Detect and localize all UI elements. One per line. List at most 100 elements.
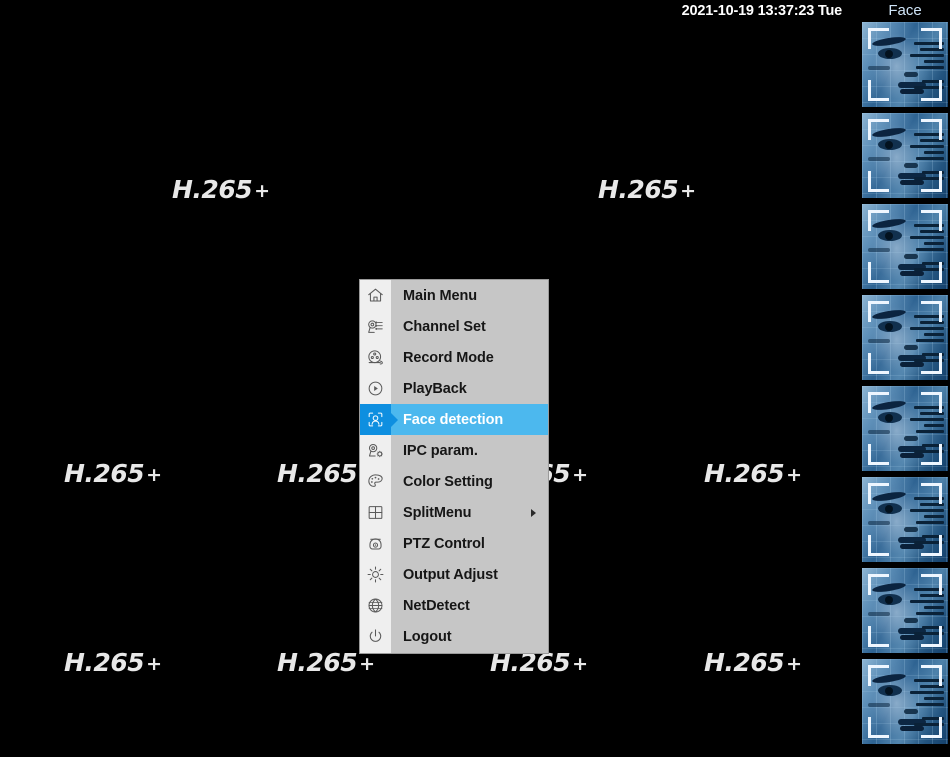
face-data-line bbox=[922, 535, 944, 538]
face-feature-lip2 bbox=[900, 453, 924, 458]
selection-arrow-icon bbox=[391, 412, 398, 427]
face-bracket-corner-icon bbox=[868, 665, 889, 686]
face-feature-cheek bbox=[868, 703, 890, 707]
context-menu-item-ipc-param[interactable]: IPC param. bbox=[360, 435, 548, 466]
face-data-line bbox=[924, 151, 944, 154]
face-bracket-corner-icon bbox=[868, 392, 889, 413]
face-feature-lip2 bbox=[900, 89, 924, 94]
face-data-line bbox=[914, 42, 944, 45]
face-bracket-corner-icon bbox=[921, 535, 942, 556]
context-menu-item-channel-set[interactable]: Channel Set bbox=[360, 311, 548, 342]
face-feature-nose bbox=[904, 527, 918, 532]
face-bracket-corner-icon bbox=[921, 28, 942, 49]
face-thumbnail[interactable] bbox=[862, 295, 948, 380]
context-menu-item-record-mode[interactable]: Record Mode bbox=[360, 342, 548, 373]
face-feature-nose bbox=[904, 345, 918, 350]
submenu-chevron-right-icon bbox=[531, 508, 536, 517]
context-menu-item-color-setting[interactable]: Color Setting bbox=[360, 466, 548, 497]
face-thumbnail-image bbox=[862, 22, 948, 107]
face-data-line bbox=[914, 588, 944, 591]
context-menu-item-face-detection[interactable]: Face detection bbox=[360, 404, 548, 435]
context-menu-item-label: Main Menu bbox=[403, 287, 478, 304]
datetime-display: 2021-10-19 13:37:23 Tue bbox=[681, 3, 843, 19]
face-bracket-corner-icon bbox=[921, 392, 942, 413]
face-data-line bbox=[924, 424, 944, 427]
face-data-line bbox=[914, 679, 944, 682]
codec-watermark-plus: + bbox=[572, 464, 588, 486]
face-capture-panel: Face bbox=[860, 0, 950, 757]
face-data-line bbox=[920, 48, 944, 51]
context-menu-items[interactable]: Main Menu Channel Set Record Mode PlayBack F… bbox=[360, 280, 548, 652]
face-data-line bbox=[914, 723, 944, 726]
camera-gear-icon bbox=[360, 435, 391, 466]
codec-watermark-plus: + bbox=[146, 653, 162, 675]
codec-watermark-label: H.265 bbox=[64, 648, 145, 677]
face-feature-lip1 bbox=[898, 355, 926, 361]
codec-watermark-label: H.265 bbox=[704, 648, 785, 677]
face-thumbnail-image bbox=[862, 386, 948, 471]
face-feature-cheek bbox=[868, 66, 890, 70]
face-thumbnail[interactable] bbox=[862, 204, 948, 289]
face-data-line bbox=[910, 327, 944, 330]
face-thumbnail[interactable] bbox=[862, 568, 948, 653]
face-data-line bbox=[914, 224, 944, 227]
face-bracket-corner-icon bbox=[921, 210, 942, 231]
face-thumbnail-image bbox=[862, 659, 948, 744]
face-feature-lip2 bbox=[900, 362, 924, 367]
context-menu-item-main-menu[interactable]: Main Menu bbox=[360, 280, 548, 311]
face-bracket-corner-icon bbox=[921, 444, 942, 465]
context-menu-item-ptz-control[interactable]: PTZ Control bbox=[360, 528, 548, 559]
codec-watermark: H.265+ bbox=[277, 648, 375, 677]
context-menu-item-label: IPC param. bbox=[403, 442, 478, 459]
context-menu-item-splitmenu[interactable]: SplitMenu bbox=[360, 497, 548, 528]
context-menu-item-netdetect[interactable]: NetDetect bbox=[360, 590, 548, 621]
face-data-line bbox=[922, 171, 944, 174]
face-thumbnail[interactable] bbox=[862, 659, 948, 744]
face-thumbnail[interactable] bbox=[862, 22, 948, 107]
face-feature-lip2 bbox=[900, 271, 924, 276]
grid-split-icon bbox=[360, 497, 391, 528]
face-thumbnail[interactable] bbox=[862, 113, 948, 198]
face-feature-lip1 bbox=[898, 446, 926, 452]
face-data-line bbox=[914, 450, 944, 453]
context-menu-item-logout[interactable]: Logout bbox=[360, 621, 548, 652]
context-menu-item-label: PTZ Control bbox=[403, 535, 485, 552]
face-bracket-corner-icon bbox=[868, 535, 889, 556]
face-thumbnail-image bbox=[862, 477, 948, 562]
face-feature-nose bbox=[904, 163, 918, 168]
face-thumbnail[interactable] bbox=[862, 386, 948, 471]
face-data-line bbox=[922, 353, 944, 356]
face-data-line bbox=[916, 157, 944, 160]
face-feature-lip1 bbox=[898, 628, 926, 634]
face-thumbnail[interactable] bbox=[862, 477, 948, 562]
context-menu-item-label: Logout bbox=[403, 628, 452, 645]
face-data-line bbox=[914, 632, 944, 635]
face-data-line bbox=[914, 268, 944, 271]
face-data-line bbox=[924, 333, 944, 336]
codec-watermark-label: H.265 bbox=[172, 175, 253, 204]
face-feature-pupil bbox=[885, 141, 893, 149]
context-menu[interactable]: Main Menu Channel Set Record Mode PlayBack F… bbox=[360, 280, 548, 653]
face-feature-nose bbox=[904, 436, 918, 441]
codec-watermark-plus: + bbox=[254, 180, 270, 202]
face-bracket-corner-icon bbox=[868, 626, 889, 647]
face-feature-lip2 bbox=[900, 726, 924, 731]
face-data-line bbox=[910, 54, 944, 57]
codec-watermark: H.265+ bbox=[172, 175, 270, 204]
codec-watermark-plus: + bbox=[572, 653, 588, 675]
face-data-line bbox=[914, 315, 944, 318]
codec-watermark-label: H.265 bbox=[277, 459, 358, 488]
face-feature-cheek bbox=[868, 521, 890, 525]
face-data-line bbox=[922, 717, 944, 720]
face-feature-lip1 bbox=[898, 82, 926, 88]
globe-icon bbox=[360, 590, 391, 621]
face-bracket-corner-icon bbox=[921, 717, 942, 738]
face-data-line bbox=[920, 321, 944, 324]
context-menu-item-playback[interactable]: PlayBack bbox=[360, 373, 548, 404]
face-data-line bbox=[914, 177, 944, 180]
face-bracket-corner-icon bbox=[921, 262, 942, 283]
face-data-line bbox=[920, 594, 944, 597]
face-data-line bbox=[914, 406, 944, 409]
context-menu-item-output-adjust[interactable]: Output Adjust bbox=[360, 559, 548, 590]
channel-list-icon bbox=[360, 311, 391, 342]
